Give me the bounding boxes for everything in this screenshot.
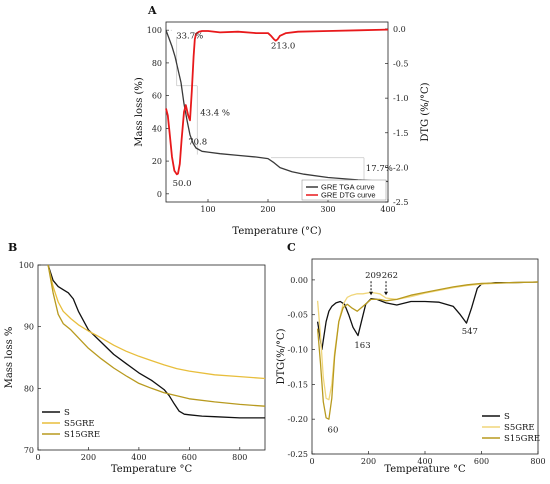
panel-b-y-axis-title: Mass loss % bbox=[4, 327, 15, 389]
panel-a-letter: A bbox=[147, 4, 157, 17]
panel-a-y-tick-label: 0 bbox=[157, 190, 162, 199]
panel-c-x-tick-label: 0 bbox=[309, 457, 314, 466]
panel-a-y2-tick-label: -0.5 bbox=[393, 60, 408, 69]
panel-a-y-tick-label: 40 bbox=[152, 124, 162, 133]
panel-b-y-tick-label: 100 bbox=[19, 261, 34, 270]
panel-c-y-tick-label: -0.10 bbox=[287, 346, 308, 355]
panel-b-legend-label: S bbox=[64, 408, 70, 418]
panel-a-legend-label: GRE TGA curve bbox=[321, 183, 375, 192]
panel-a-y2-axis-title: DTG (%/°C) bbox=[420, 82, 431, 141]
panel-b-x-axis-title: Temperature °C bbox=[111, 464, 193, 475]
panel-c-peak-arrow bbox=[369, 291, 374, 296]
panel-a-y-tick-label: 80 bbox=[152, 59, 162, 68]
panel-c-legend-label: S5GRE bbox=[504, 423, 535, 433]
panel-a-y-tick-label: 60 bbox=[152, 92, 162, 101]
panel-b-letter: B bbox=[8, 241, 17, 254]
panel-a-legend-label: GRE DTG curve bbox=[321, 191, 376, 200]
panel-b-x-tick-label: 800 bbox=[232, 453, 247, 462]
panel-a-y2-tick-label: -2.0 bbox=[393, 163, 408, 172]
panel-a-annotation: 17.7% bbox=[366, 164, 393, 174]
panel-a-annotation: 33.7% bbox=[176, 31, 203, 41]
panel-a-x-tick-label: 100 bbox=[200, 205, 215, 214]
panel-b-x-tick-label: 200 bbox=[81, 453, 96, 462]
panel-b-x-tick-label: 600 bbox=[182, 453, 197, 462]
panel-b-y-tick-label: 70 bbox=[24, 446, 34, 455]
panel-c-x-tick-label: 800 bbox=[530, 457, 545, 466]
panel-a-y2-tick-label: -1.0 bbox=[393, 94, 408, 103]
panel-c-legend-label: S15GRE bbox=[504, 434, 540, 444]
panel-a-annotation: 70.8 bbox=[188, 138, 207, 148]
panel-c-y-tick-label: -0.20 bbox=[287, 415, 308, 424]
panel-a-y-tick-label: 100 bbox=[147, 26, 162, 35]
panel-c-x-tick-label: 600 bbox=[474, 457, 489, 466]
panel-a-legend-box bbox=[301, 179, 387, 201]
panel-a-y2-tick-label: -1.5 bbox=[393, 129, 408, 138]
panel-c-y-tick-label: -0.15 bbox=[287, 380, 308, 389]
panel-b-series-s-line bbox=[47, 264, 265, 419]
panel-a-series-tga-line bbox=[165, 29, 389, 183]
panel-a-x-tick-label: 300 bbox=[320, 205, 335, 214]
panel-c-annotation: 262 bbox=[382, 271, 398, 281]
panel-a-y-tick-label: 20 bbox=[152, 157, 162, 166]
panel-c-annotation: 547 bbox=[462, 327, 478, 337]
panel-b: B 0 200 400 600 800 70 80 90 100 Temperature °C Ma… bbox=[4, 241, 266, 475]
panel-b-x-tick-label: 400 bbox=[131, 453, 146, 462]
panel-c-annotation: 163 bbox=[354, 341, 370, 351]
panel-c-peak-arrow bbox=[384, 291, 389, 296]
panel-a-annotation: 43.4 % bbox=[200, 108, 230, 118]
panel-a-y-axis-title: Mass loss (%) bbox=[134, 77, 145, 147]
panel-c-y-tick-label: -0.25 bbox=[287, 450, 308, 459]
panel-a-y2-tick-label: 0.0 bbox=[393, 25, 406, 34]
panel-b-y-tick-label: 80 bbox=[24, 384, 34, 393]
panel-c: C 0 200 400 600 800 0.00 -0.05 -0.10 -0.15 -0.20 -… bbox=[276, 241, 546, 475]
panel-c-x-axis-title: Temperature °C bbox=[384, 464, 466, 475]
panel-c-annotation: 60 bbox=[328, 425, 339, 435]
panel-c-y-tick-label: -0.05 bbox=[287, 311, 308, 320]
panel-c-y-axis-title: DTG(%/°C) bbox=[276, 328, 287, 384]
panel-c-letter: C bbox=[287, 241, 296, 254]
panel-c-series-s15gre-line bbox=[316, 281, 539, 420]
panel-b-legend-label: S15GRE bbox=[64, 430, 100, 440]
panel-c-x-tick-label: 400 bbox=[417, 457, 432, 466]
panel-a-x-tick-label: 200 bbox=[260, 205, 275, 214]
panel-b-frame bbox=[37, 264, 266, 451]
panel-c-legend-label: S bbox=[504, 412, 510, 422]
panel-b-series-s5gre-line bbox=[47, 264, 266, 380]
panel-c-x-tick-label: 200 bbox=[361, 457, 376, 466]
panel-c-series-s5gre-line bbox=[316, 281, 539, 401]
panel-c-y-tick-label: 0.00 bbox=[290, 276, 308, 285]
panel-a-x-axis-title: Temperature (°C) bbox=[232, 226, 321, 237]
panel-a-annotation: 50.0 bbox=[173, 179, 192, 189]
panel-c-annotation: 209 bbox=[365, 271, 381, 281]
panel-b-x-tick-label: 0 bbox=[35, 453, 40, 462]
panel-a-y2-tick-label: -2.5 bbox=[393, 198, 408, 207]
panel-b-y-tick-label: 90 bbox=[24, 323, 34, 332]
panel-b-series-s15gre-line bbox=[47, 264, 266, 407]
panel-a: A 100 200 300 400 0 20 40 60 80 100 0.0 -0.5 -1.0 -1.… bbox=[134, 4, 431, 237]
panel-b-legend-label: S5GRE bbox=[64, 419, 95, 429]
panel-a-annotation: 213.0 bbox=[271, 41, 295, 51]
panel-a-series-dtg-line bbox=[165, 28, 389, 176]
panel-a-x-tick-label: 400 bbox=[380, 205, 395, 214]
